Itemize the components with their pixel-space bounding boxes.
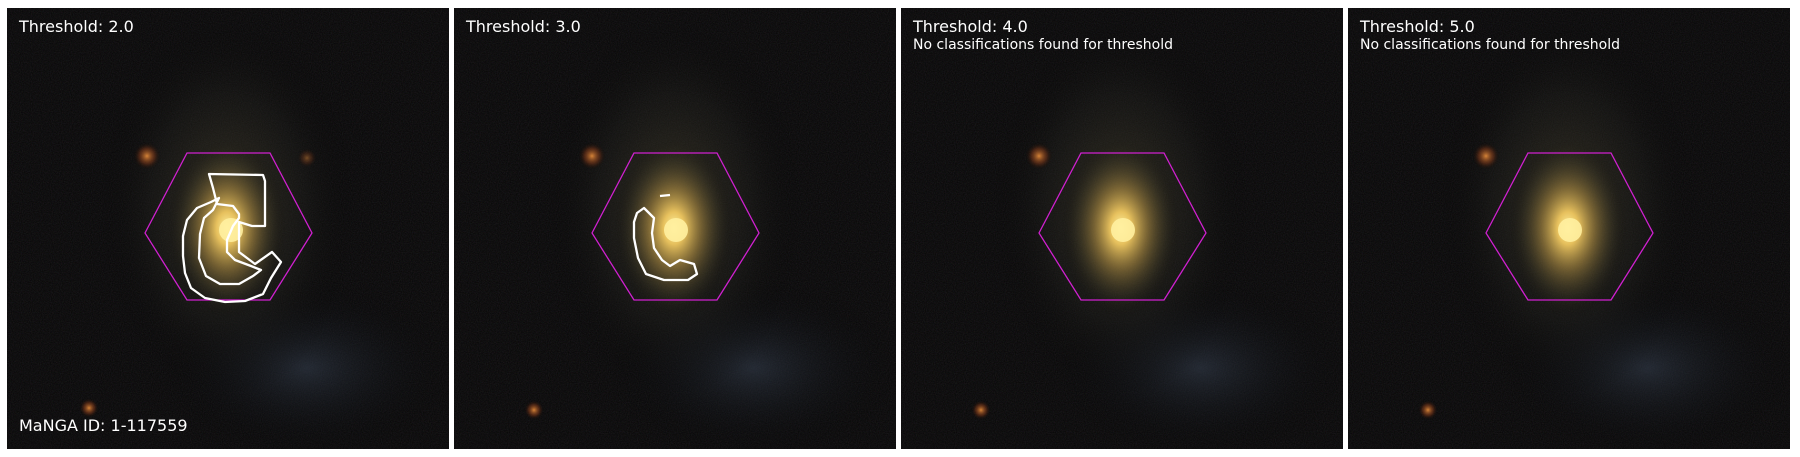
hexagon-outline xyxy=(1038,152,1207,301)
threshold-label: Threshold: 3.0 xyxy=(466,17,581,36)
contour-line xyxy=(659,193,671,198)
galaxy-image xyxy=(454,8,896,449)
panel-threshold-2: Threshold: 2.0 MaNGA ID: 1-117559 xyxy=(7,8,449,449)
threshold-label: Threshold: 4.0 xyxy=(913,17,1028,36)
status-message: No classifications found for threshold xyxy=(913,37,1173,53)
hexagon-outline xyxy=(144,152,313,301)
galaxy-image xyxy=(7,8,449,449)
hexagon-outline xyxy=(591,152,760,301)
panel-threshold-3: Threshold: 3.0 xyxy=(454,8,896,449)
threshold-label: Threshold: 2.0 xyxy=(19,17,134,36)
panel-threshold-4: Threshold: 4.0 No classifications found … xyxy=(901,8,1343,449)
galaxy-image xyxy=(1348,8,1790,449)
contour-line xyxy=(181,172,283,304)
manga-id-label: MaNGA ID: 1-117559 xyxy=(19,416,188,435)
contour-line xyxy=(632,206,699,282)
hexagon-outline xyxy=(1485,152,1654,301)
status-message: No classifications found for threshold xyxy=(1360,37,1620,53)
panel-threshold-5: Threshold: 5.0 No classifications found … xyxy=(1348,8,1790,449)
threshold-label: Threshold: 5.0 xyxy=(1360,17,1475,36)
galaxy-image xyxy=(901,8,1343,449)
